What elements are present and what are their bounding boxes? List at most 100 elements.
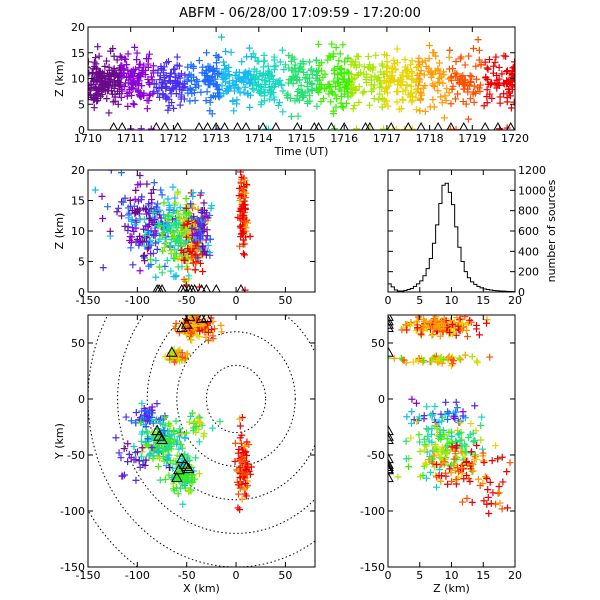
source-point <box>199 307 206 314</box>
source-point <box>149 208 157 216</box>
source-point <box>408 395 416 403</box>
source-point <box>115 449 123 457</box>
axes-frame <box>387 169 516 293</box>
source-point <box>480 102 488 110</box>
station-marker <box>194 121 204 130</box>
source-point <box>253 67 261 75</box>
source-point <box>125 88 133 96</box>
source-point <box>402 455 410 463</box>
source-point <box>395 105 403 113</box>
source-point <box>415 81 423 89</box>
source-point <box>184 86 192 94</box>
source-point <box>215 70 223 78</box>
source-point <box>117 454 125 462</box>
source-point <box>120 445 128 453</box>
source-point <box>165 201 173 209</box>
source-point <box>367 73 375 81</box>
source-point <box>170 104 178 112</box>
source-point <box>427 68 435 76</box>
source-point <box>153 400 161 408</box>
source-point <box>136 180 144 188</box>
source-point <box>466 95 474 103</box>
station-marker <box>339 121 349 130</box>
source-point <box>424 432 432 440</box>
source-point <box>129 77 137 85</box>
source-point <box>241 176 249 184</box>
panel-height_y: 0 5 10 15 20 -150 -100 -50 0 50 Z (km) <box>360 314 522 595</box>
y-axis-title: Z (km) <box>53 60 66 97</box>
source-point <box>438 460 446 468</box>
source-point <box>165 212 173 220</box>
source-point <box>183 76 191 84</box>
source-point <box>460 475 468 483</box>
source-point <box>118 212 126 220</box>
source-point <box>484 65 492 73</box>
source-point <box>370 81 378 89</box>
source-point <box>355 98 363 106</box>
source-point <box>445 89 453 97</box>
source-point <box>161 438 169 446</box>
source-point <box>171 221 179 229</box>
source-point <box>479 445 487 453</box>
source-point <box>90 93 98 101</box>
source-point <box>141 205 149 213</box>
source-point <box>77 85 84 92</box>
source-point <box>117 81 125 89</box>
source-point <box>438 99 446 107</box>
source-point <box>159 80 167 88</box>
y-tick-label: 5 <box>78 256 85 269</box>
source-point <box>390 354 398 362</box>
source-point <box>342 99 350 107</box>
source-point <box>461 315 469 321</box>
source-point <box>112 434 120 442</box>
source-point <box>185 418 193 426</box>
y-axis-title: Y (km) <box>53 423 66 460</box>
source-point <box>173 440 181 448</box>
source-point <box>468 353 476 361</box>
source-point <box>175 329 183 337</box>
source-point <box>419 358 427 366</box>
source-point <box>474 36 482 44</box>
source-point <box>137 73 145 81</box>
source-point <box>467 420 475 428</box>
y-tick-label: -150 <box>60 561 85 574</box>
source-point <box>98 84 106 92</box>
source-point <box>138 444 146 452</box>
source-point <box>140 242 148 250</box>
source-point <box>403 413 411 421</box>
y-tick-label: 800 <box>518 205 539 218</box>
source-point <box>495 483 503 491</box>
source-point <box>182 331 190 339</box>
source-point <box>432 52 440 60</box>
source-point <box>212 52 220 60</box>
source-point <box>144 416 152 424</box>
source-point <box>137 196 145 204</box>
station-marker <box>388 318 394 329</box>
source-point <box>327 98 335 106</box>
source-point <box>503 124 511 130</box>
y-tick-label: -50 <box>367 449 385 462</box>
source-point <box>192 322 200 330</box>
source-point <box>397 354 405 362</box>
source-point <box>163 221 171 229</box>
source-point <box>132 409 140 417</box>
source-point <box>475 84 483 92</box>
source-point <box>210 79 218 87</box>
source-point <box>498 70 506 78</box>
source-point <box>140 252 148 260</box>
source-point <box>446 328 454 336</box>
source-point <box>88 80 95 88</box>
source-point <box>176 204 184 212</box>
source-point <box>162 59 170 67</box>
y-tick-label: 0 <box>78 393 85 406</box>
source-point <box>405 463 413 471</box>
x-tick-label: 1713 <box>202 132 230 145</box>
station-marker <box>403 121 413 130</box>
source-point <box>272 80 280 88</box>
source-point <box>349 105 357 113</box>
source-point <box>195 219 203 227</box>
source-point <box>175 72 183 80</box>
source-point <box>167 90 175 98</box>
source-point <box>156 263 164 271</box>
source-point <box>242 223 250 231</box>
